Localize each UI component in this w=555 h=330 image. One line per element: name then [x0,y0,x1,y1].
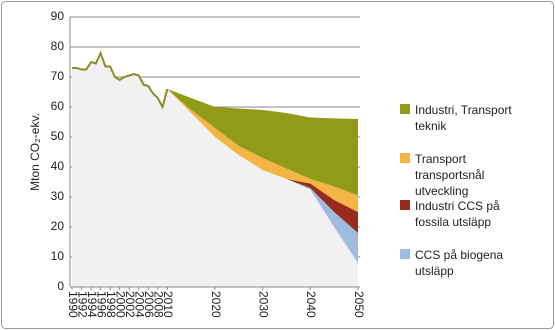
x-tick-label: 2008 [152,291,166,318]
area [167,89,358,212]
x-tick-label: 1996 [94,291,108,318]
x-tick-label: 2030 [256,291,270,318]
area [167,89,358,196]
y-tick-label: 30 [51,189,65,203]
y-tick-label: 70 [51,69,65,83]
y-tick-label: 40 [51,159,65,173]
x-tick-label: 2002 [123,291,137,318]
y-tick-label: 60 [51,99,65,113]
y-tick-label: 0 [57,279,64,293]
x-tick-label: 2000 [113,291,127,318]
x-tick-label: 1994 [85,291,99,318]
x-tick-label: 2004 [133,291,147,318]
y-axis-label: Mton CO₂-ekv. [28,113,42,191]
x-tick-label: 1992 [75,291,89,318]
x-tick-label: 2010 [161,291,175,318]
legend-swatch [400,200,410,210]
x-tick-label: 2050 [352,291,366,318]
y-tick-label: 10 [51,249,65,263]
legend-label: Industri, Transport teknik [415,103,512,133]
y-tick-label: 90 [51,9,65,23]
area [72,53,358,287]
legend-label: CCS på biogena utsläpp [415,248,504,278]
y-tick-label: 80 [51,39,65,53]
x-tick-label: 1990 [66,291,80,318]
y-tick-label: 20 [51,219,65,233]
legend-label: Transport transportsnål utveckling [415,152,485,198]
x-tick-label: 1998 [104,291,118,318]
x-tick-label: 2040 [304,291,318,318]
x-tick-label: 2020 [209,291,223,318]
legend-swatch [400,104,410,114]
x-tick-label: 2006 [142,291,156,318]
history-line [72,50,169,110]
y-tick-label: 50 [51,129,65,143]
legend-label: Industri CCS på fossila utsläpp [415,199,500,229]
legend-swatch [400,249,410,259]
legend-swatch [400,153,410,163]
